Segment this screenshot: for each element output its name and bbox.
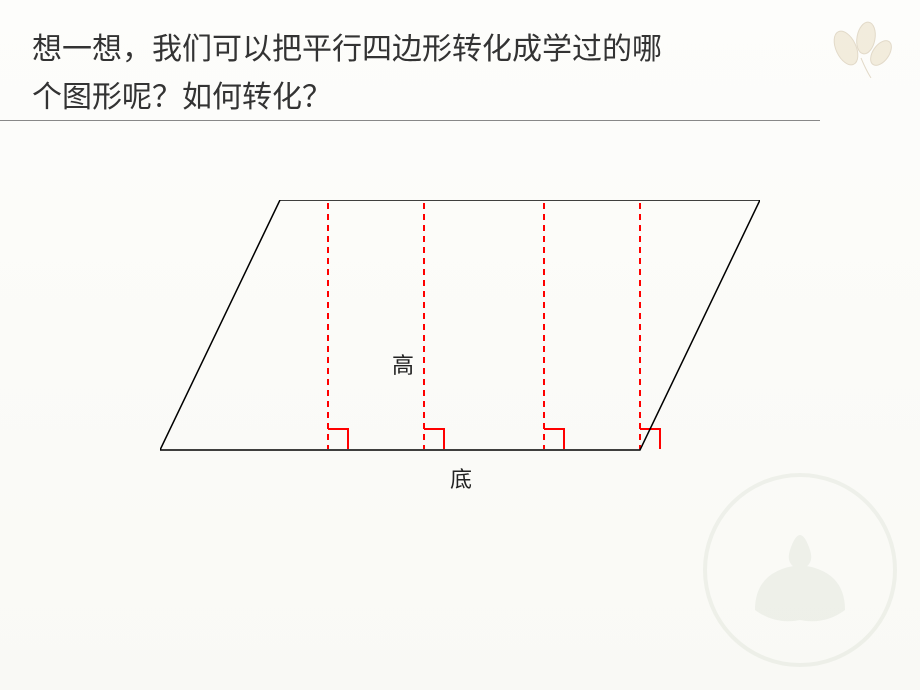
corner-decoration: [816, 8, 906, 78]
diagram-svg: [160, 200, 760, 500]
question-line-1: 想一想，我们可以把平行四边形转化成学过的哪: [32, 26, 662, 74]
right-angle-marks: [328, 429, 660, 449]
question-line-2: 个图形呢？如何转化？: [32, 74, 332, 122]
divider-line: [0, 120, 820, 121]
parallelogram-diagram: 高 底: [160, 200, 760, 500]
label-base: 底: [450, 462, 472, 494]
label-height: 高: [392, 348, 414, 380]
slide: 想一想，我们可以把平行四边形转化成学过的哪 个图形呢？如何转化？ 高: [0, 0, 920, 690]
parallelogram: [160, 200, 760, 450]
height-lines: [328, 203, 640, 449]
watermark-logo: [700, 470, 900, 670]
